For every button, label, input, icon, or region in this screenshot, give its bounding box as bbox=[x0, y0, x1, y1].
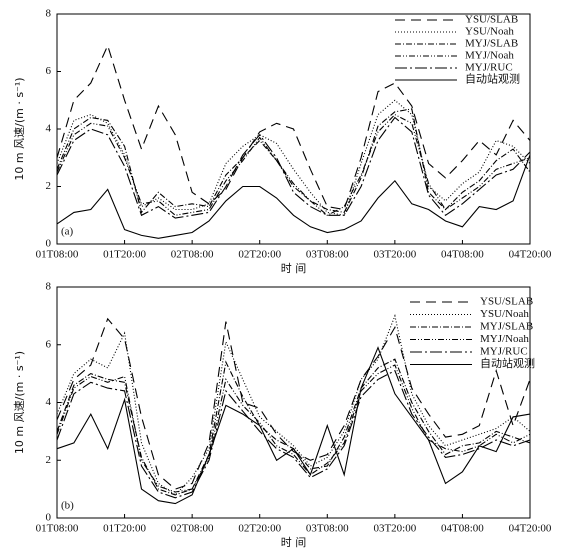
x-tick-label: 04T20:00 bbox=[509, 523, 552, 535]
panel-label: (b) bbox=[61, 500, 74, 512]
legend-label: MYJ/Noah bbox=[480, 333, 529, 345]
legend-label: YSU/SLAB bbox=[465, 14, 518, 26]
series-line bbox=[56, 364, 531, 493]
series-line bbox=[56, 44, 531, 211]
legend-label: YSU/SLAB bbox=[480, 296, 533, 308]
x-tick-label: 03T08:00 bbox=[306, 249, 349, 261]
series-line bbox=[56, 154, 531, 239]
x-axis-label: 时 间 bbox=[281, 536, 307, 549]
y-tick-label: 4 bbox=[46, 123, 52, 135]
x-axis-label: 时 间 bbox=[281, 262, 307, 275]
legend-label: MYJ/RUC bbox=[480, 346, 528, 358]
x-tick-label: 04T20:00 bbox=[509, 249, 552, 261]
legend-label: YSU/Noah bbox=[480, 308, 529, 320]
series-line bbox=[56, 346, 531, 505]
legend-label: 自动站观测 bbox=[480, 356, 535, 370]
series-line bbox=[56, 317, 531, 490]
y-tick-label: 0 bbox=[46, 238, 52, 250]
y-tick-label: 8 bbox=[46, 8, 52, 20]
x-tick-label: 02T20:00 bbox=[238, 249, 281, 261]
plot-frame bbox=[56, 286, 531, 519]
series-line bbox=[56, 116, 531, 219]
panel-label: (a) bbox=[61, 226, 74, 238]
y-tick-label: 2 bbox=[46, 454, 52, 466]
y-axis-label: 10 m 风速/(m · s⁻¹) bbox=[13, 351, 26, 454]
x-tick-label: 04T08:00 bbox=[441, 523, 484, 535]
chart-panel: 0 2 4 6 8 01T08:00 01T20:00 02T08:00 02T20:00 03T… bbox=[13, 281, 552, 549]
legend-label: 自动站观测 bbox=[465, 72, 520, 86]
y-tick-label: 6 bbox=[46, 338, 52, 350]
x-tick-label: 01T20:00 bbox=[103, 249, 146, 261]
x-tick-label: 02T20:00 bbox=[238, 523, 281, 535]
legend-label: MYJ/Noah bbox=[465, 50, 514, 62]
x-tick-label: 01T08:00 bbox=[36, 523, 79, 535]
y-tick-label: 4 bbox=[46, 396, 52, 408]
y-tick-label: 2 bbox=[46, 180, 52, 192]
x-tick-label: 01T20:00 bbox=[103, 523, 146, 535]
series-line bbox=[56, 314, 531, 496]
y-axis-label: 10 m 风速/(m · s⁻¹) bbox=[13, 77, 26, 180]
x-tick-label: 01T08:00 bbox=[36, 249, 79, 261]
y-tick-label: 8 bbox=[46, 281, 52, 293]
legend-label: MYJ/SLAB bbox=[480, 321, 533, 333]
chart-panel: 0 2 4 6 8 01T08:00 01T20:00 02T08:00 02T20:00 03T… bbox=[13, 8, 552, 275]
y-tick-label: 6 bbox=[46, 65, 52, 77]
x-tick-label: 03T08:00 bbox=[306, 523, 349, 535]
legend-label: MYJ/SLAB bbox=[465, 38, 518, 50]
x-tick-label: 04T08:00 bbox=[441, 249, 484, 261]
series-line bbox=[56, 113, 531, 216]
x-tick-label: 02T08:00 bbox=[171, 249, 214, 261]
x-tick-label: 02T08:00 bbox=[171, 523, 214, 535]
y-tick-label: 0 bbox=[46, 512, 52, 524]
series-line bbox=[56, 369, 531, 499]
series-line bbox=[56, 108, 531, 214]
x-tick-label: 03T20:00 bbox=[373, 523, 416, 535]
legend-label: MYJ/RUC bbox=[465, 62, 513, 74]
legend-label: YSU/Noah bbox=[465, 26, 514, 38]
x-tick-label: 03T20:00 bbox=[373, 249, 416, 261]
